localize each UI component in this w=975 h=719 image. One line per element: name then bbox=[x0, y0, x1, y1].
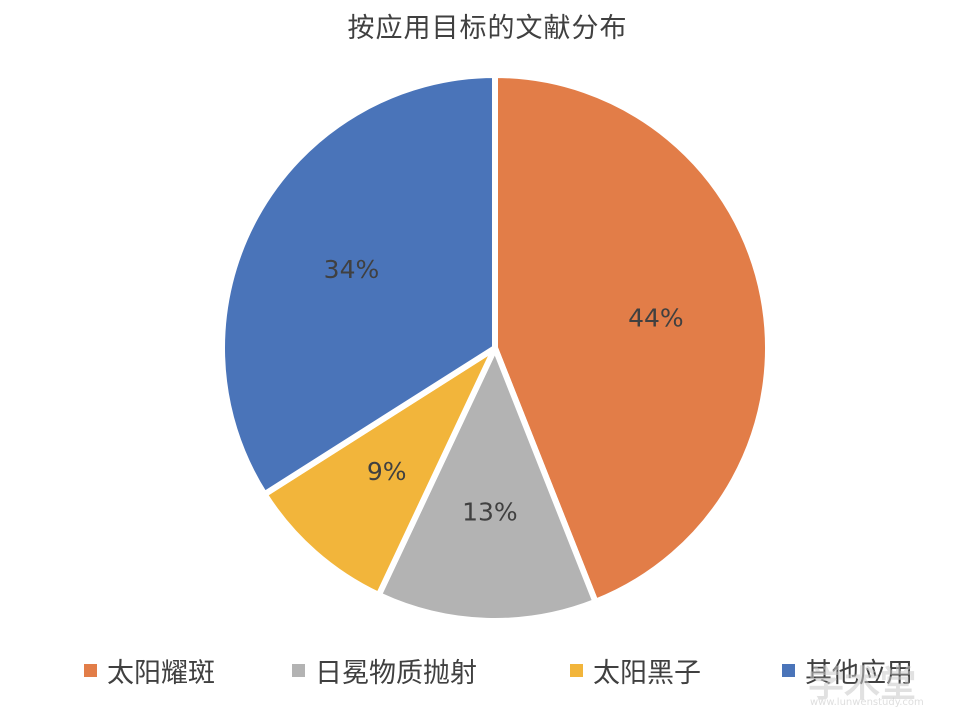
data-label-3: 9% bbox=[367, 457, 407, 486]
pie-slice-1 bbox=[492, 72, 771, 605]
legend-label-4: 其他应用 bbox=[805, 657, 913, 689]
legend-item-4: 其他应用 bbox=[782, 645, 913, 695]
data-label-4: 34% bbox=[324, 255, 380, 284]
watermark-subtext: www.lunwenstudy.com bbox=[810, 697, 924, 708]
data-label-2: 13% bbox=[462, 498, 518, 527]
legend-swatch-3 bbox=[570, 663, 583, 677]
legend-label-1: 太阳耀斑 bbox=[107, 657, 215, 689]
legend-item-3: 太阳黑子 bbox=[570, 645, 701, 695]
legend-item-2: 日冕物质抛射 bbox=[292, 645, 477, 695]
data-label-1: 44% bbox=[628, 303, 684, 332]
legend-item-1: 太阳耀斑 bbox=[84, 645, 215, 695]
legend-label-3: 太阳黑子 bbox=[593, 657, 701, 689]
legend-swatch-2 bbox=[292, 663, 305, 677]
watermark: 学术堂 bbox=[808, 664, 917, 705]
pie-slice-3 bbox=[261, 345, 498, 599]
chart-title: 按应用目标的文献分布 bbox=[347, 13, 628, 44]
legend-label-2: 日冕物质抛射 bbox=[315, 657, 477, 689]
pie-slice-2 bbox=[375, 345, 599, 624]
legend-swatch-4 bbox=[782, 663, 795, 677]
pie-slice-4 bbox=[219, 72, 498, 498]
legend: 太阳耀斑 日冕物质抛射 太阳黑子 其他应用 bbox=[0, 645, 975, 695]
legend-swatch-1 bbox=[84, 663, 97, 677]
